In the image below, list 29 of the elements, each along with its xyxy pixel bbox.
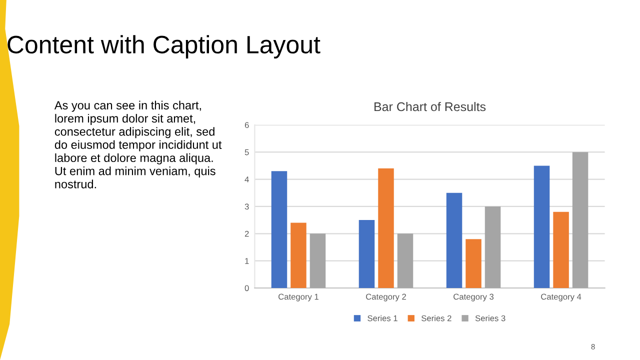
text: As you can see in this chart, lorem ipsum dolor sit amet, consectetur adipiscing elit, sed do eiusmod tempor incididunt ut labore et dolore magna aliqua. Ut enim ad minim veniam, quis nostrud. bbox=[54, 100, 222, 188]
x-tick-label: Category 3 bbox=[454, 294, 494, 302]
text: Content with Caption Layout bbox=[8, 35, 320, 58]
bar bbox=[553, 212, 569, 288]
x-tick-label: Category 4 bbox=[541, 294, 582, 302]
y-tick-label: 2 bbox=[244, 230, 249, 237]
y-tick-label: 0 bbox=[244, 285, 249, 292]
bar bbox=[446, 192, 462, 288]
y-tick-label: 5 bbox=[244, 149, 249, 156]
y-tick-label: 1 bbox=[245, 258, 249, 264]
bar bbox=[534, 166, 550, 288]
bar bbox=[310, 234, 326, 288]
bar bbox=[358, 220, 375, 288]
bar bbox=[271, 171, 288, 288]
y-tick-label: 3 bbox=[244, 204, 249, 210]
bar bbox=[290, 222, 306, 288]
legend-label: Series 2 bbox=[422, 315, 452, 322]
bar bbox=[397, 234, 414, 288]
chart-title: Bar Chart of Results bbox=[374, 102, 486, 112]
y-tick-label: 4 bbox=[244, 176, 249, 182]
bar bbox=[572, 152, 588, 288]
legend-label: Series 1 bbox=[368, 315, 398, 322]
bar bbox=[484, 206, 501, 288]
y-tick-label: 6 bbox=[244, 122, 249, 128]
bar bbox=[466, 239, 482, 288]
legend-label: Series 3 bbox=[475, 315, 506, 322]
x-tick-label: Category 1 bbox=[278, 294, 318, 302]
x-tick-label: Category 2 bbox=[366, 294, 406, 302]
bar bbox=[378, 168, 394, 288]
